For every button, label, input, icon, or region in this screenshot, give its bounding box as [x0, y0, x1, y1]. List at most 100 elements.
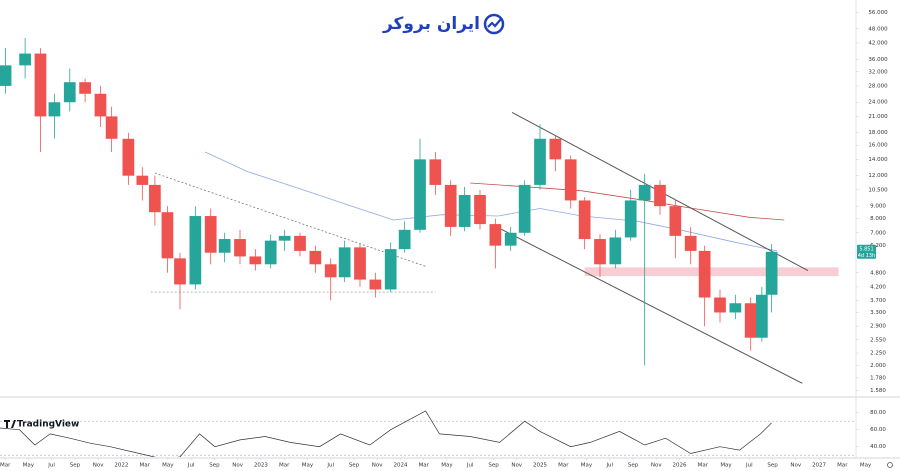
x-tick-label: May: [720, 463, 732, 469]
y-tick-label: 28.000: [868, 83, 888, 89]
x-tick-label: Sep: [767, 463, 778, 469]
y-tick-label: 3.700: [870, 298, 886, 304]
logo-icon: [483, 13, 505, 35]
candle-body: [161, 212, 174, 259]
candle-body: [354, 247, 366, 280]
x-tick-label: 2023: [254, 463, 268, 469]
candle-body: [384, 249, 397, 290]
x-tick-label: Nov: [232, 463, 243, 469]
y-tick-label: 2.250: [870, 351, 886, 357]
y-tick-label: 16.000: [868, 143, 888, 149]
candle-body: [63, 82, 76, 103]
candle-body: [729, 303, 742, 313]
x-tick-label: Nov: [790, 463, 801, 469]
candle-body: [684, 235, 697, 251]
y-tick-label: 42.000: [868, 40, 888, 46]
y-tick-label: 56.000: [868, 10, 888, 16]
candle-body: [309, 250, 322, 265]
candle-body: [609, 237, 622, 265]
countdown: 4d 13h: [858, 253, 875, 259]
rsi-pane: [0, 410, 855, 457]
candle-body: [534, 138, 546, 185]
candle-body: [174, 258, 186, 285]
candle-body: [218, 239, 231, 253]
candle-body: [105, 116, 118, 139]
y-tick-label: 10.500: [868, 187, 888, 193]
settings-icon[interactable]: [887, 462, 893, 468]
x-tick-label: 2025: [533, 463, 547, 469]
x-tick-label: May: [302, 463, 314, 469]
x-tick-label: Jul: [745, 463, 753, 469]
candle-body: [638, 184, 651, 201]
logo-arrow: [487, 18, 502, 28]
x-tick-label: Sep: [349, 463, 360, 469]
trendline: [499, 227, 803, 384]
main-pane: [0, 38, 839, 384]
y-tick-label: 8.000: [870, 216, 886, 222]
candle-body: [204, 216, 217, 253]
candle-body: [624, 200, 637, 238]
y-tick-label: 12.000: [868, 173, 888, 179]
x-tick-label: May: [581, 463, 593, 469]
candle-body: [278, 235, 291, 241]
x-tick-label: Mar: [698, 463, 709, 469]
candle-body: [669, 206, 682, 236]
y-tick-label: 40.00: [870, 444, 886, 450]
y-tick-label: 2.550: [870, 337, 886, 343]
x-tick-label: May: [162, 463, 174, 469]
x-tick-label: Jul: [326, 463, 334, 469]
candle-body: [594, 239, 606, 265]
candle-body: [654, 184, 666, 207]
candle-body: [94, 93, 107, 117]
x-tick-label: Jul: [47, 463, 55, 469]
candle-body: [324, 264, 337, 278]
y-tick-label: 1.780: [870, 375, 886, 381]
y-tick-label: 2.900: [870, 324, 886, 330]
y-tick-label: 80.00: [870, 410, 886, 416]
x-tick-label: May: [441, 463, 453, 469]
x-tick-label: Nov: [511, 463, 522, 469]
tv-icon: [4, 420, 16, 428]
y-tick-label: 3.300: [870, 310, 886, 316]
x-tick-label: Mar: [837, 463, 848, 469]
y-tick-label: 1.580: [870, 388, 886, 394]
candle-body: [264, 240, 277, 265]
x-tick-label: Mar: [140, 463, 151, 469]
x-tick-label: Sep: [209, 463, 220, 469]
x-tick-label: 2024: [393, 463, 407, 469]
candle-body: [398, 229, 411, 250]
tradingview-watermark: TradingView: [4, 420, 79, 430]
y-tick-label: 4.800: [870, 270, 886, 276]
candle-body: [234, 239, 246, 257]
x-tick-label: Sep: [488, 463, 499, 469]
x-tick-label: 2027: [812, 463, 826, 469]
candle-body: [549, 138, 562, 160]
candle-body: [698, 250, 711, 298]
candle-body: [136, 175, 149, 185]
candle-body: [504, 232, 517, 246]
candle-body: [564, 159, 577, 201]
x-tick-label: May: [860, 463, 872, 469]
logo: ایران بروکر: [382, 13, 505, 35]
tv-text: TradingView: [17, 420, 79, 430]
x-tick-label: Jul: [466, 463, 474, 469]
x-tick-label: Nov: [372, 463, 383, 469]
axes: 56.000 48.000 42.000 36.000 32.000 28.000 24.0…: [0, 10, 888, 469]
candle-body: [79, 82, 91, 94]
y-tick-label: 24.000: [868, 100, 888, 106]
x-tick-label: Mar: [419, 463, 430, 469]
candle-body: [518, 184, 531, 233]
last-price-box: [857, 244, 876, 259]
candle-body: [122, 138, 135, 176]
y-tick-label: 21.000: [868, 114, 888, 120]
candle-body: [765, 251, 778, 295]
y-tick-label: 48.000: [868, 26, 888, 32]
x-tick-label: May: [23, 463, 35, 469]
candle-body: [489, 224, 502, 246]
candle-body: [578, 200, 591, 240]
candle-body: [249, 256, 262, 265]
x-tick-label: Mar: [279, 463, 290, 469]
candle-body: [294, 235, 306, 251]
candle-body: [429, 159, 442, 185]
